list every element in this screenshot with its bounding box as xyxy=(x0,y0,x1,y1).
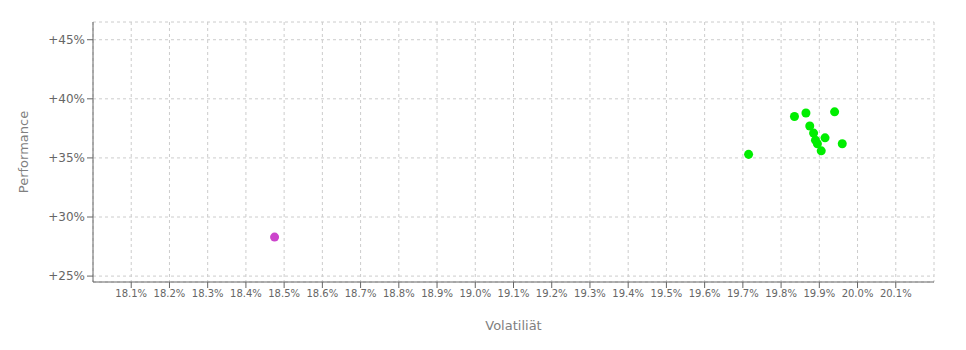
svg-text:+35%: +35% xyxy=(48,151,85,165)
svg-text:18.7%: 18.7% xyxy=(345,288,377,299)
svg-text:+30%: +30% xyxy=(48,210,85,224)
svg-text:Performance: Performance xyxy=(16,111,31,193)
svg-text:19.2%: 19.2% xyxy=(536,288,568,299)
svg-text:19.3%: 19.3% xyxy=(574,288,606,299)
svg-text:19.7%: 19.7% xyxy=(727,288,759,299)
svg-text:20.0%: 20.0% xyxy=(842,288,874,299)
svg-text:+40%: +40% xyxy=(48,92,85,106)
svg-text:19.0%: 19.0% xyxy=(459,288,491,299)
svg-text:18.8%: 18.8% xyxy=(383,288,415,299)
svg-text:19.6%: 19.6% xyxy=(689,288,721,299)
svg-text:18.3%: 18.3% xyxy=(192,288,224,299)
svg-text:19.1%: 19.1% xyxy=(498,288,530,299)
svg-text:+25%: +25% xyxy=(48,269,85,283)
svg-text:+45%: +45% xyxy=(48,33,85,47)
svg-text:18.1%: 18.1% xyxy=(115,288,147,299)
svg-text:18.9%: 18.9% xyxy=(421,288,453,299)
svg-text:20.1%: 20.1% xyxy=(880,288,912,299)
svg-text:19.8%: 19.8% xyxy=(765,288,797,299)
svg-text:18.6%: 18.6% xyxy=(306,288,338,299)
svg-text:19.5%: 19.5% xyxy=(651,288,683,299)
svg-text:Volatiliät: Volatiliät xyxy=(485,318,541,333)
svg-text:19.9%: 19.9% xyxy=(803,288,835,299)
svg-text:18.5%: 18.5% xyxy=(268,288,300,299)
svg-text:18.2%: 18.2% xyxy=(154,288,186,299)
svg-text:19.4%: 19.4% xyxy=(612,288,644,299)
svg-text:18.4%: 18.4% xyxy=(230,288,262,299)
